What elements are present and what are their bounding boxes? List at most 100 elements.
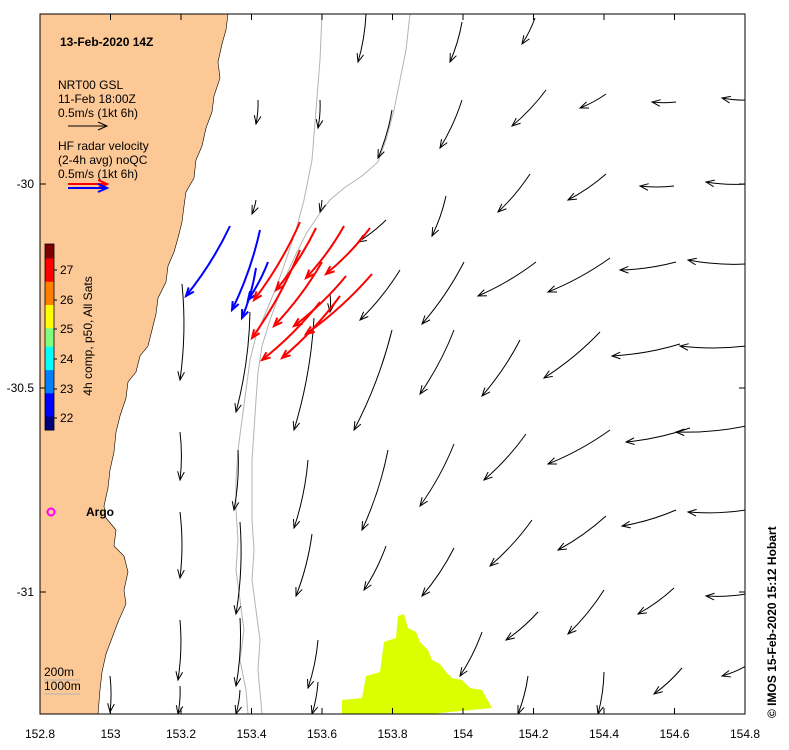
colorbar-swatch [45,346,54,352]
colorbar-swatch [45,290,54,296]
model-arrow [720,95,745,104]
y-tick-label: -31 [17,585,35,599]
legend-radar-scale: 0.5m/s (1kt 6h) [58,167,138,181]
colorbar-swatch [45,364,54,371]
colorbar-tick-label: 26 [60,293,74,307]
colorbar-swatch [45,253,54,259]
model-arrow [596,671,605,714]
colorbar-swatch [45,299,54,305]
model-arrow [636,587,675,615]
model-arrow [439,99,463,150]
y-axis-ticks: -30 -30.5 -31 [7,177,745,599]
model-arrow [488,519,533,567]
colorbar-swatch [45,392,54,398]
model-arrow [307,639,319,690]
colorbar-swatch [45,402,54,408]
model-current-arrows [107,14,745,714]
model-arrow [459,631,483,678]
model-arrow [652,667,683,695]
colorbar-swatch [45,257,54,264]
model-arrow [233,617,242,688]
model-arrow [476,261,537,297]
x-tick-label: 153.4 [236,727,266,741]
radar-arrow-blue [246,261,269,303]
x-tick-label: 154.6 [659,727,689,741]
model-arrow [510,89,547,127]
radar-arrow-blue [230,229,261,313]
colorbar-swatch [45,406,54,412]
sst-colorbar: 22 23 24 25 26 27 [44,243,74,431]
model-arrow [419,329,455,396]
model-arrow [431,195,447,238]
model-arrow [377,109,393,160]
model-arrow [419,443,455,508]
model-arrow [315,99,324,130]
x-tick-label: 153.2 [166,727,196,741]
y-tick-label: -30.5 [7,381,35,395]
colorbar-swatch [45,420,54,426]
model-arrow [359,269,401,321]
colorbar-tick-label: 23 [60,382,74,396]
model-arrow [177,431,185,482]
colorbar-swatch [45,323,54,329]
model-arrow [251,199,259,216]
model-arrow [578,93,607,109]
model-arrow [177,283,185,382]
legend-radar-line1: HF radar velocity [58,139,149,153]
legend-model-time: 11-Feb 18:00Z [58,92,136,106]
colorbar-tick-label: 24 [60,352,74,366]
model-arrow [504,611,539,641]
colorbar-swatch [45,309,54,315]
legend-model-scale: 0.5m/s (1kt 6h) [58,106,138,120]
x-tick-label: 154.8 [730,727,760,741]
colorbar-swatch [45,262,54,268]
radar-arrow-red [323,227,371,276]
colorbar-swatch [45,383,54,389]
model-arrow [566,173,607,201]
model-arrow [497,173,531,213]
colorbar-swatch [45,244,54,250]
colorbar-swatch [45,337,54,343]
model-arrow [546,257,611,293]
x-tick-label: 153 [100,727,120,741]
legend-radar-line2: (2-4h avg) noQC [58,153,148,167]
x-axis-ticks: 152.8 153 153.2 153.4 153.6 153.8 154 154.2 154.… [25,14,760,741]
radar-arrow-red [304,225,345,280]
model-arrow [363,545,387,592]
x-tick-label: 154.4 [589,727,619,741]
model-arrow [638,183,675,191]
contour-label-1000m: 1000m [44,679,81,693]
radar-arrow-red [250,249,301,341]
colorbar-swatch [45,350,54,357]
contour-1000m [251,14,411,714]
model-arrow [421,547,455,598]
colorbar-swatch [45,327,54,333]
colorbar-swatch [45,295,54,301]
contour-200m [235,14,323,714]
model-arrow [521,17,536,46]
colorbar-swatch [45,355,54,361]
colorbar-swatch [45,304,54,310]
radar-arrow-red [279,295,341,360]
model-arrow [650,99,677,107]
colorbar-swatch [45,267,54,273]
colorbar-swatch [45,397,54,403]
model-arrow [449,21,463,64]
map-title: 13-Feb-2020 14Z [60,35,153,49]
colorbar-swatch [45,341,54,347]
model-arrow [542,331,601,379]
model-arrow [686,508,745,517]
credit-text: © IMOS 15-Feb-2020 15:12 Hobart [765,526,779,718]
colorbar-frame [44,243,55,431]
legend-radar-arrow [68,179,110,193]
model-arrow [421,261,465,326]
x-tick-label: 153.8 [377,727,407,741]
radar-arrow-red [272,261,323,328]
model-arrow [177,511,185,580]
colorbar-swatch [45,318,54,324]
model-arrow [356,14,367,64]
argo-marker [46,507,56,517]
model-arrow [678,343,745,351]
model-arrow [310,681,319,714]
